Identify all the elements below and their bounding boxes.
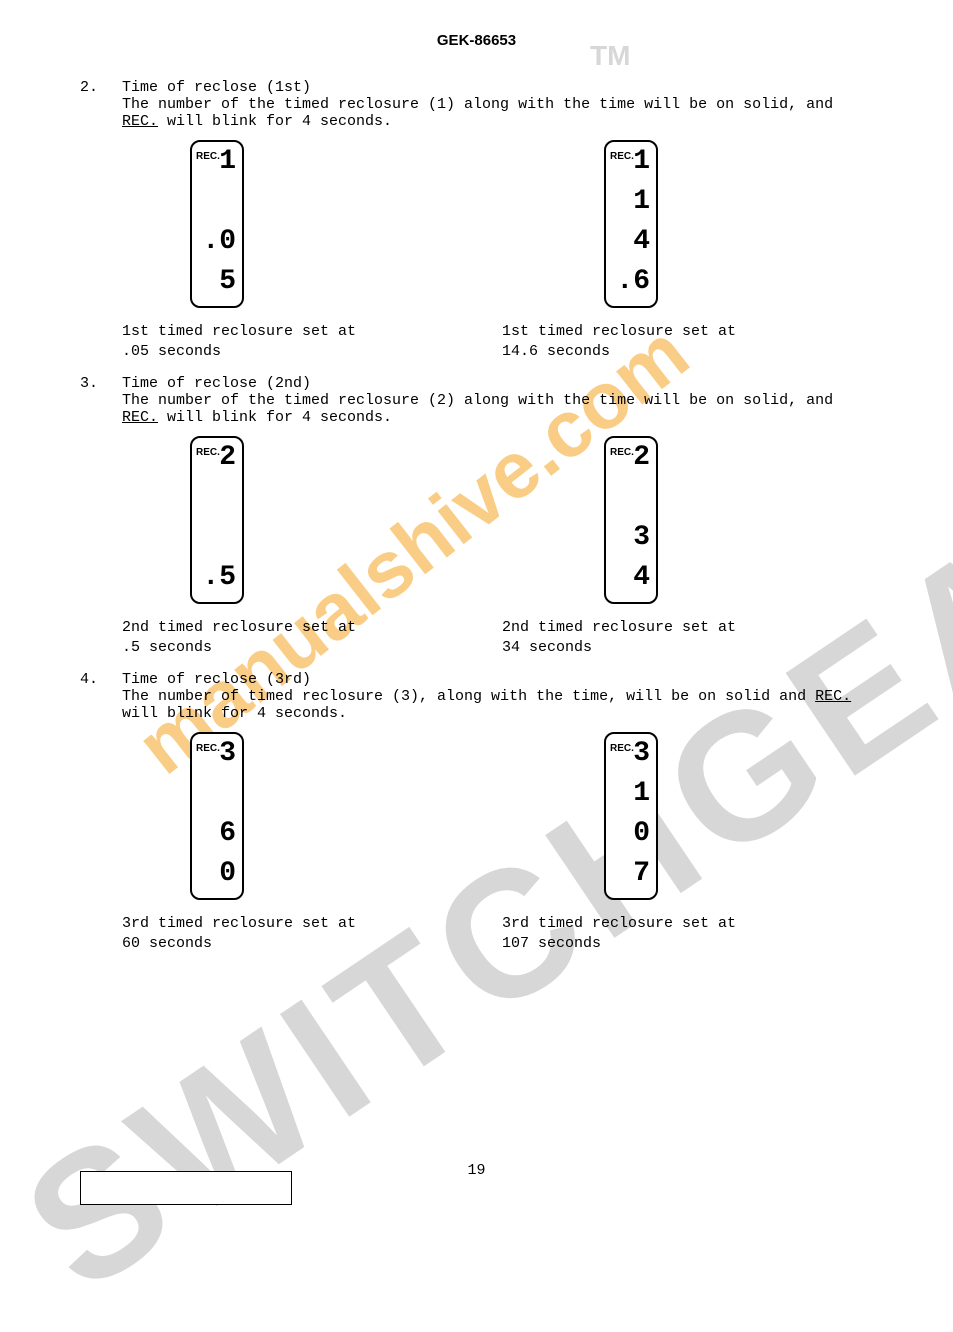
caption-right: 3rd timed reclosure set at 107 seconds [502, 914, 762, 953]
seg-r4: .5 [202, 564, 236, 592]
item-number: 3. [80, 375, 122, 426]
caption-right: 1st timed reclosure set at 14.6 seconds [502, 322, 762, 361]
item-4: 4. Time of reclose (3rd) The number of t… [80, 671, 873, 722]
seg-r4: 0 [219, 860, 236, 888]
caption-right: 2nd timed reclosure set at 34 seconds [502, 618, 762, 657]
seg-top: 3 [219, 740, 236, 768]
caption-row-3: 3rd timed reclosure set at 60 seconds 3r… [122, 914, 873, 953]
seg-top: 1 [219, 148, 236, 176]
item-desc: The number of the timed reclosure (2) al… [122, 392, 873, 426]
seg-r4: 4 [633, 564, 650, 592]
lcd-display: REC. 2 .5 [190, 436, 244, 604]
item-title: Time of reclose (1st) [122, 79, 873, 96]
seg-top: 2 [633, 444, 650, 472]
caption-left: 1st timed reclosure set at .05 seconds [122, 322, 382, 361]
display-row-2: REC. 2 .5 REC. 2 3 4 [190, 436, 873, 612]
footer-box [80, 1171, 292, 1205]
lcd-display: REC. 3 1 0 7 [604, 732, 658, 900]
rec-label: REC. [196, 744, 220, 754]
item-desc: The number of timed reclosure (3), along… [122, 688, 873, 722]
rec-label: REC. [610, 744, 634, 754]
display-row-1: REC. 1 .0 5 REC. 1 1 4 .6 [190, 140, 873, 316]
lcd-display: REC. 3 6 0 [190, 732, 244, 900]
seg-top: 1 [633, 148, 650, 176]
seg-r3: 4 [633, 228, 650, 256]
caption-row-1: 1st timed reclosure set at .05 seconds 1… [122, 322, 873, 361]
caption-left: 2nd timed reclosure set at .5 seconds [122, 618, 382, 657]
seg-r3: .0 [202, 228, 236, 256]
lcd-display: REC. 1 .0 5 [190, 140, 244, 308]
lcd-display: REC. 2 3 4 [604, 436, 658, 604]
rec-label: REC. [610, 448, 634, 458]
seg-top: 2 [219, 444, 236, 472]
item-title: Time of reclose (2nd) [122, 375, 873, 392]
seg-r2: 1 [633, 780, 650, 808]
item-number: 4. [80, 671, 122, 722]
lcd-display: REC. 1 1 4 .6 [604, 140, 658, 308]
item-desc: The number of the timed reclosure (1) al… [122, 96, 873, 130]
item-number: 2. [80, 79, 122, 130]
seg-r4: 5 [219, 268, 236, 296]
seg-r4: 7 [633, 860, 650, 888]
caption-left: 3rd timed reclosure set at 60 seconds [122, 914, 382, 953]
seg-r2: 1 [633, 188, 650, 216]
caption-row-2: 2nd timed reclosure set at .5 seconds 2n… [122, 618, 873, 657]
seg-r3: 3 [633, 524, 650, 552]
rec-label: REC. [610, 152, 634, 162]
item-3: 3. Time of reclose (2nd) The number of t… [80, 375, 873, 426]
display-row-3: REC. 3 6 0 REC. 3 1 0 7 [190, 732, 873, 908]
seg-r4: .6 [616, 268, 650, 296]
item-2: 2. Time of reclose (1st) The number of t… [80, 79, 873, 130]
doc-header: GEK-86653 [80, 32, 873, 49]
rec-label: REC. [196, 448, 220, 458]
seg-top: 3 [633, 740, 650, 768]
seg-r3: 6 [219, 820, 236, 848]
rec-label: REC. [196, 152, 220, 162]
seg-r3: 0 [633, 820, 650, 848]
item-title: Time of reclose (3rd) [122, 671, 873, 688]
